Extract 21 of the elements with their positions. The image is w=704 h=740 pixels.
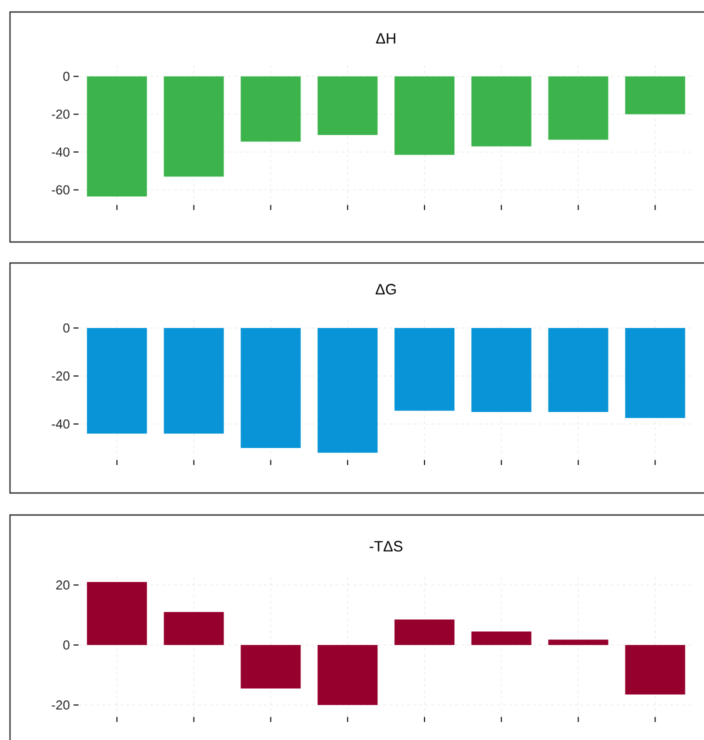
y-tick-label: 0 — [63, 640, 70, 650]
y-tick-label: 0 — [63, 323, 70, 333]
bar — [164, 612, 224, 646]
y-tick-label: -20 — [52, 371, 70, 381]
y-tick-label: -20 — [52, 110, 70, 119]
y-tick-label: 20 — [56, 580, 70, 590]
y-tick-label: -60 — [52, 185, 70, 194]
bar — [86, 582, 147, 646]
chart-title: -TΔS — [370, 540, 402, 552]
bar — [240, 645, 301, 689]
chart-title: ΔG — [376, 284, 396, 295]
y-tick-label: -40 — [52, 419, 70, 429]
bar — [548, 640, 608, 646]
bar — [394, 620, 454, 646]
y-tick-label: -40 — [52, 147, 70, 157]
y-tick-label: -20 — [52, 700, 70, 710]
chart-title: ΔH — [376, 33, 396, 44]
y-tick-label: 0 — [63, 72, 70, 81]
bar — [625, 645, 686, 695]
bar — [471, 632, 532, 646]
bar — [318, 645, 378, 706]
